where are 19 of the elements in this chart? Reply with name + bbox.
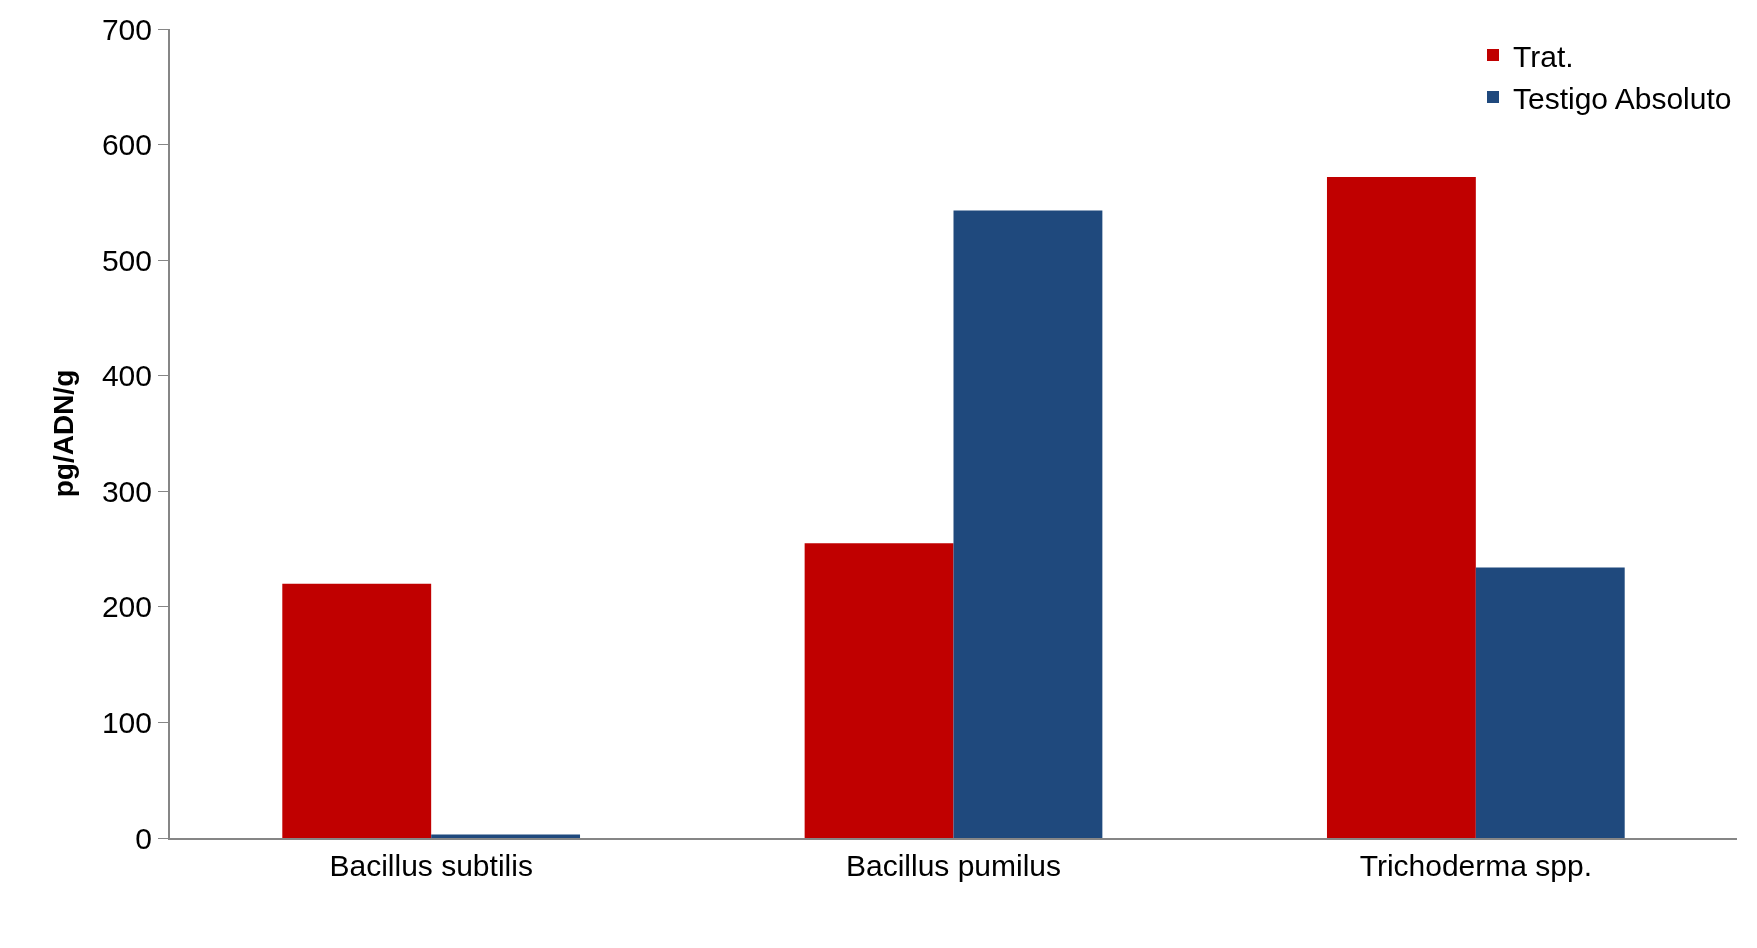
y-tick-label: 500 [101,243,152,277]
legend-label: Testigo Absoluto [1513,81,1732,115]
y-tick-label: 0 [135,821,152,855]
x-tick-label: Trichoderma spp. [1359,849,1592,882]
bar [804,543,954,838]
y-tick-label: 600 [101,128,152,162]
y-tick-label: 400 [101,359,152,393]
bar [1326,176,1476,838]
bar [282,583,432,838]
x-tick-label: Bacillus pumilus [845,849,1062,882]
y-axis-title: pg/ADN/g [48,369,80,498]
y-tick-label: 300 [101,474,152,508]
bar [953,210,1103,838]
y-tick-label: 700 [101,12,152,46]
x-tick-label: Bacillus subtilis [329,849,533,882]
bar [1475,567,1625,838]
y-tick-label: 100 [101,705,152,739]
y-tick-label: 200 [101,590,152,624]
legend-label: Trat. [1513,39,1574,73]
